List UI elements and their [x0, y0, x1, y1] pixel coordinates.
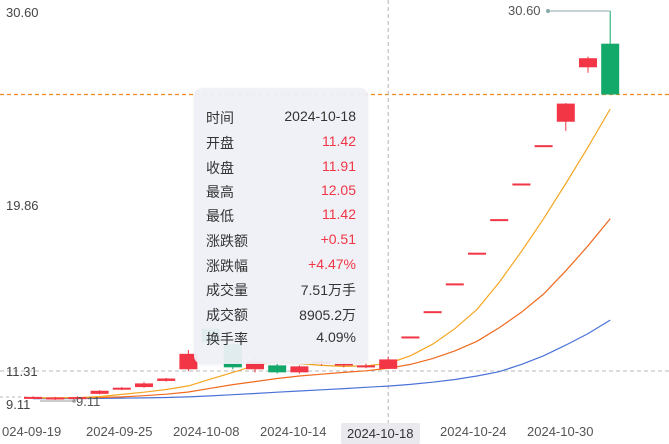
- y-axis-low-label: 11.31: [6, 364, 38, 379]
- max-marker-dot: [546, 9, 550, 13]
- x-axis-label: 024-09-19: [2, 424, 62, 439]
- candle-body: [512, 183, 531, 186]
- tooltip-label: 换手率: [206, 331, 248, 347]
- tooltip-row-time: 时间 2024-10-18: [206, 108, 356, 132]
- candle-body: [90, 390, 109, 394]
- candle-body: [401, 336, 420, 339]
- tooltip-row-open: 开盘 11.42: [206, 133, 356, 157]
- candle-body: [579, 58, 597, 68]
- y-axis-mid-label: 19.86: [6, 198, 39, 213]
- candle-body: [135, 383, 153, 388]
- tooltip-row-turnover: 成交额 8905.2万: [206, 305, 356, 329]
- tooltip-value: 8905.2万: [299, 307, 356, 323]
- max-price-marker-label: 30.60: [508, 3, 541, 18]
- tooltip-label: 成交量: [206, 282, 248, 298]
- x-axis-label: 2024-09-25: [86, 424, 153, 439]
- candle-body: [157, 378, 176, 381]
- candle-body: [334, 363, 353, 366]
- tooltip-label: 时间: [206, 110, 234, 126]
- y-axis-high-label: 30.60: [6, 5, 39, 20]
- tooltip-label: 收盘: [206, 160, 234, 176]
- candle-body: [534, 145, 553, 148]
- tooltip-label: 最低: [206, 208, 234, 224]
- tooltip-row-low: 最低 11.42: [206, 206, 356, 230]
- x-axis-label: 2024-10-24: [440, 424, 507, 439]
- tooltip-row-change: 涨跌额 +0.51: [206, 231, 356, 255]
- candle-body: [46, 397, 65, 400]
- tooltip-value: 11.42: [322, 133, 356, 149]
- candle-body: [468, 252, 486, 255]
- tooltip-value: +4.47%: [308, 256, 356, 272]
- ma-mid-line: [33, 218, 611, 399]
- x-axis-label: 2024-10-30: [527, 424, 594, 439]
- candle-body: [445, 283, 464, 286]
- tooltip-label: 开盘: [206, 135, 234, 151]
- candle-body: [68, 397, 87, 400]
- tooltip-label: 涨跌幅: [206, 258, 248, 274]
- y-axis-bottom-label: 9.11: [6, 397, 31, 412]
- min-price-marker-label: 9.11: [76, 394, 101, 409]
- tooltip-value: 12.05: [320, 182, 356, 198]
- tooltip-row-high: 最高 12.05: [206, 182, 356, 206]
- tooltip-label: 涨跌额: [206, 233, 248, 249]
- tooltip-value: 7.51万手: [300, 282, 356, 298]
- tooltip-row-change-pct: 涨跌幅 +4.47%: [206, 256, 356, 280]
- tooltip-row-turnover-rate: 换手率 4.09%: [206, 329, 356, 353]
- ma-long-line: [32, 319, 611, 400]
- candle-body: [112, 387, 131, 390]
- candle-body: [490, 219, 509, 222]
- candle-body: [290, 366, 309, 373]
- candle-body: [268, 365, 287, 373]
- candle-body: [357, 365, 375, 368]
- candle-body: [179, 353, 198, 370]
- x-axis-label: 2024-10-08: [173, 424, 240, 439]
- x-axis-active-date-label: 2024-10-18: [341, 423, 420, 444]
- tooltip-label: 最高: [206, 184, 234, 200]
- min-marker-dot: [72, 399, 76, 403]
- candle-body: [556, 103, 575, 122]
- tooltip-row-close: 收盘 11.91: [206, 158, 356, 182]
- tooltip-value: 11.91: [322, 158, 356, 174]
- candle-tooltip: 时间 2024-10-18 开盘 11.42 收盘 11.91 最高 12.05…: [194, 88, 368, 364]
- x-axis-label: 2024-10-14: [260, 424, 327, 439]
- candle-body: [601, 43, 620, 95]
- candle-body: [379, 359, 398, 369]
- candle-body: [423, 311, 442, 314]
- tooltip-value: 4.09%: [316, 329, 356, 345]
- tooltip-value: +0.51: [320, 231, 356, 247]
- tooltip-value: 2024-10-18: [284, 108, 356, 124]
- tooltip-label: 成交额: [206, 307, 248, 323]
- tooltip-row-volume: 成交量 7.51万手: [206, 280, 356, 304]
- candle-body: [246, 361, 264, 370]
- tooltip-value: 11.42: [322, 206, 356, 222]
- candle-body: [24, 396, 42, 399]
